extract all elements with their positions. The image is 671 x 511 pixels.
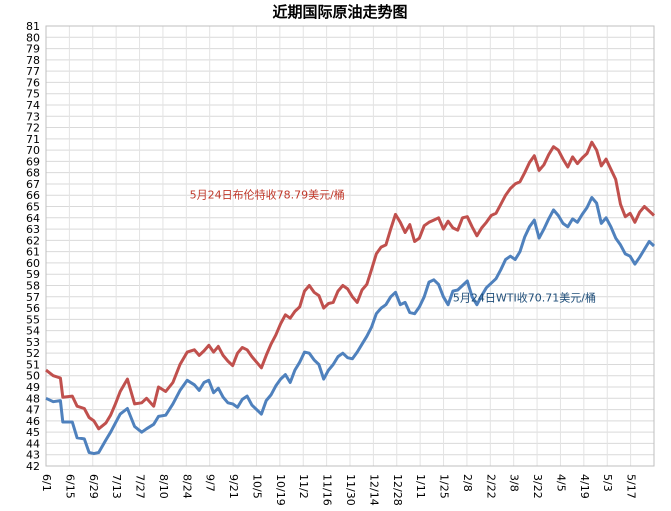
x-tick-label: 6/15	[63, 474, 76, 499]
x-tick-label: 8/10	[157, 474, 170, 499]
y-tick-label: 56	[26, 302, 40, 315]
chart-title: 近期国际原油走势图	[272, 3, 407, 21]
y-tick-label: 76	[26, 76, 40, 89]
annotation-brent: 5月24日布伦特收78.79美元/桶	[190, 188, 345, 202]
series-wti-line	[45, 196, 656, 456]
y-tick-label: 72	[26, 122, 40, 135]
series-lines	[45, 140, 656, 456]
y-tick-label: 55	[26, 313, 40, 326]
x-tick-label: 4/5	[554, 474, 567, 492]
y-axis-ticks: 4243444546474849505152535455565758596061…	[26, 20, 40, 473]
x-tick-label: 11/2	[297, 474, 310, 499]
y-tick-label: 81	[26, 20, 40, 33]
y-tick-label: 68	[26, 167, 40, 180]
y-tick-label: 60	[26, 257, 40, 270]
y-tick-label: 47	[26, 404, 40, 417]
y-tick-label: 64	[26, 212, 40, 225]
y-tick-label: 48	[26, 392, 40, 405]
y-tick-label: 63	[26, 223, 40, 236]
y-tick-label: 49	[26, 381, 40, 394]
y-tick-label: 66	[26, 189, 40, 202]
y-tick-label: 46	[26, 415, 40, 428]
x-tick-label: 12/28	[391, 474, 404, 506]
y-tick-label: 67	[26, 178, 40, 191]
x-tick-label: 5/3	[601, 474, 614, 492]
y-tick-label: 62	[26, 234, 40, 247]
x-tick-label: 9/21	[227, 474, 240, 499]
y-tick-label: 50	[26, 370, 40, 383]
x-tick-label: 12/14	[367, 474, 380, 506]
x-tick-label: 9/7	[204, 474, 217, 492]
y-tick-label: 73	[26, 110, 40, 123]
y-tick-label: 51	[26, 358, 40, 371]
x-tick-label: 1/25	[438, 474, 451, 499]
y-tick-label: 70	[26, 144, 40, 157]
annotation-wti: 5月24日WTI收70.71美元/桶	[453, 290, 596, 304]
grid	[45, 25, 655, 467]
x-tick-label: 8/24	[180, 474, 193, 499]
y-tick-label: 75	[26, 88, 40, 101]
y-tick-label: 44	[26, 437, 40, 450]
x-tick-label: 7/13	[110, 474, 123, 499]
x-tick-label: 11/30	[344, 474, 357, 506]
x-tick-label: 2/22	[484, 474, 497, 499]
x-tick-label: 5/17	[625, 474, 638, 499]
x-axis-ticks: 6/1 6/15 6/29 7/13 7/27 8/10 8/24 9/7 9/21 10/5 10…	[40, 474, 638, 506]
x-tick-label: 6/29	[87, 474, 100, 499]
y-tick-label: 45	[26, 426, 40, 439]
x-tick-label: 10/19	[274, 474, 287, 506]
y-tick-label: 52	[26, 347, 40, 360]
series-brent-line	[45, 140, 656, 431]
y-tick-label: 65	[26, 201, 40, 214]
y-tick-label: 61	[26, 246, 40, 259]
y-tick-label: 78	[26, 54, 40, 67]
x-tick-label: 3/22	[531, 474, 544, 499]
y-tick-label: 79	[26, 43, 40, 56]
x-tick-label: 2/8	[461, 474, 474, 492]
x-tick-label: 1/11	[414, 474, 427, 499]
y-tick-label: 57	[26, 291, 40, 304]
y-tick-label: 54	[26, 325, 40, 338]
y-tick-label: 69	[26, 155, 40, 168]
y-tick-label: 74	[26, 99, 40, 112]
x-tick-label: 10/5	[250, 474, 263, 499]
y-tick-label: 77	[26, 65, 40, 78]
x-tick-label: 3/8	[508, 474, 521, 492]
y-tick-label: 42	[26, 460, 40, 473]
x-tick-label: 6/1	[40, 474, 53, 492]
y-tick-label: 59	[26, 268, 40, 281]
x-tick-label: 11/16	[321, 474, 334, 506]
y-tick-label: 53	[26, 336, 40, 349]
y-tick-label: 58	[26, 279, 40, 292]
x-tick-label: 4/19	[578, 474, 591, 499]
y-tick-label: 43	[26, 449, 40, 462]
x-tick-label: 7/27	[134, 474, 147, 499]
y-tick-label: 80	[26, 31, 40, 44]
y-tick-label: 71	[26, 133, 40, 146]
